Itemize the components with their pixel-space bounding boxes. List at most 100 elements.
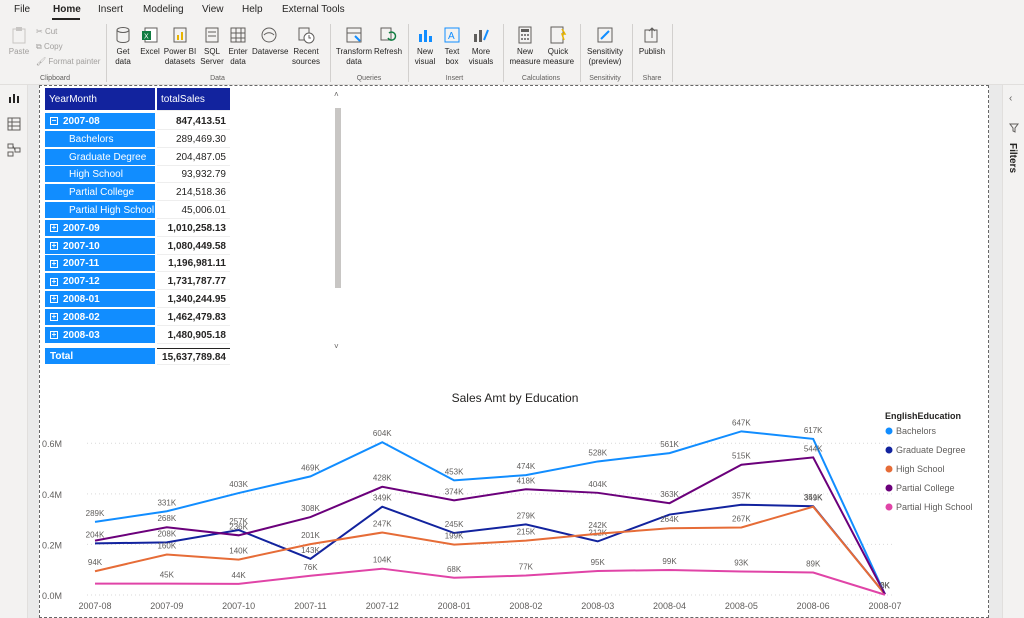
matrix-group-row[interactable]: +2007-10 1,080,449.58	[45, 237, 230, 255]
quick-measure-label: Quick measure	[543, 47, 575, 66]
expand-icon[interactable]: +	[50, 240, 58, 250]
data-label: 94K	[88, 558, 103, 567]
data-label: 351K	[804, 493, 823, 502]
new-visual-button[interactable]: New visual	[412, 26, 438, 67]
recent-sources-button[interactable]: Recent sources	[289, 26, 323, 67]
sensitivity-button[interactable]: Sensitivity (preview)	[585, 26, 625, 67]
data-view-icon[interactable]	[7, 117, 21, 131]
matrix-child-row[interactable]: Graduate Degree 204,487.05	[45, 148, 230, 166]
dataverse-button[interactable]: Dataverse	[252, 26, 288, 57]
column-header-yearmonth[interactable]: YearMonth	[45, 88, 155, 111]
refresh-label: Refresh	[374, 47, 403, 56]
row-label: Partial High School	[69, 205, 155, 216]
menu-insert[interactable]: Insert	[98, 4, 124, 15]
get-data-button[interactable]: Get data	[110, 26, 136, 67]
legend-title: EnglishEducation	[885, 411, 961, 421]
copy-label: Copy	[43, 42, 63, 51]
expand-icon[interactable]: +	[50, 223, 58, 233]
legend-item: Bachelors	[896, 426, 937, 436]
recent-sources-label: Recent sources	[291, 47, 320, 66]
data-label: 208K	[157, 529, 176, 538]
cut-button[interactable]: ✂ Cut	[36, 27, 57, 36]
matrix-child-row[interactable]: Partial College 214,518.36	[45, 184, 230, 202]
matrix-child-row[interactable]: High School 93,932.79	[45, 166, 230, 184]
data-label: 528K	[588, 448, 607, 457]
expand-icon[interactable]: +	[50, 294, 58, 304]
chevron-up-icon[interactable]: ˄	[334, 90, 339, 99]
menu-external-tools[interactable]: External Tools	[282, 4, 345, 15]
row-label-cell: Graduate Degree	[45, 148, 155, 166]
series-line-bachelors	[94, 430, 886, 595]
sql-server-button[interactable]: SQL Server	[200, 26, 224, 67]
more-visuals-button[interactable]: More visuals	[466, 26, 496, 67]
matrix-header-row[interactable]: YearMonth totalSales	[45, 88, 230, 111]
matrix-total-row[interactable]: Total 15,637,789.84	[45, 348, 230, 366]
publish-button[interactable]: Publish	[637, 26, 667, 57]
power-bi-datasets-button[interactable]: Power BI datasets	[163, 26, 197, 67]
bar-chart-icon	[419, 30, 432, 42]
active-tab-indicator	[52, 18, 80, 20]
matrix-group-row[interactable]: +2008-02 1,462,479.83	[45, 308, 230, 326]
excel-button[interactable]: X Excel	[139, 26, 161, 57]
matrix-child-row[interactable]: Bachelors 289,469.30	[45, 130, 230, 148]
new-measure-button[interactable]: New measure	[508, 26, 542, 67]
matrix-visual[interactable]: YearMonth totalSales −2007-08 847,413.51 Bac…	[45, 88, 230, 366]
data-label: 647K	[732, 418, 751, 427]
data-label: 544K	[804, 444, 823, 453]
brush-icon: 🖌	[36, 57, 49, 66]
matrix-group-row[interactable]: +2007-11 1,196,981.11	[45, 255, 230, 273]
expand-icon[interactable]: +	[50, 329, 58, 339]
menu-file[interactable]: File	[14, 4, 31, 15]
format-painter-button[interactable]: 🖌 Format painter	[36, 57, 100, 66]
matrix-group-row[interactable]: +2008-03 1,480,905.18	[45, 326, 230, 344]
matrix-group-row[interactable]: −2007-08 847,413.51	[45, 113, 230, 130]
matrix-group-row[interactable]: +2007-12 1,731,787.77	[45, 273, 230, 291]
text-box-icon: A	[444, 27, 460, 43]
data-label: 268K	[157, 514, 176, 523]
refresh-button[interactable]: Refresh	[374, 26, 402, 57]
scrollbar-thumb[interactable]	[335, 108, 341, 288]
line-chart-visual[interactable]: Sales Amt by Education 0.0M 0.2M 0.4M 0.6M 20…	[40, 385, 995, 615]
excel-label: Excel	[140, 47, 160, 56]
filters-pane-collapsed[interactable]: ‹ Filters	[1002, 85, 1024, 618]
menu-view[interactable]: View	[202, 4, 224, 15]
copy-button[interactable]: ⧉ Copy	[36, 42, 63, 52]
menu-modeling[interactable]: Modeling	[143, 4, 184, 15]
menu-home[interactable]: Home	[53, 4, 81, 15]
chevron-left-icon[interactable]: ‹	[1009, 93, 1013, 104]
legend-item: Partial College	[896, 483, 955, 493]
sensitivity-label: Sensitivity (preview)	[586, 47, 623, 66]
paste-button[interactable]: Paste	[6, 26, 32, 57]
transform-data-button[interactable]: Transform data	[335, 26, 373, 67]
data-label: 95K	[591, 558, 606, 567]
data-label: 160K	[157, 542, 176, 551]
matrix-child-row[interactable]: Partial High School 45,006.01	[45, 202, 230, 219]
expand-icon[interactable]: +	[50, 258, 58, 268]
model-view-icon[interactable]	[7, 143, 21, 157]
expand-icon[interactable]: +	[50, 312, 58, 322]
text-box-button[interactable]: A Text box	[440, 26, 464, 67]
data-label: 331K	[157, 498, 176, 507]
legend-marker	[885, 503, 893, 511]
chevron-down-icon[interactable]: ˅	[334, 342, 339, 351]
matrix-group-row[interactable]: +2007-09 1,010,258.13	[45, 219, 230, 237]
group-separator	[632, 24, 633, 82]
data-label: 99K	[662, 557, 677, 566]
x-tick-label: 2007-11	[294, 601, 326, 611]
data-label: 279K	[517, 511, 536, 520]
report-view-icon[interactable]	[7, 91, 21, 105]
data-label: 257K	[229, 517, 248, 526]
matrix-group-row[interactable]: +2008-01 1,340,244.95	[45, 291, 230, 308]
column-header-totalsales[interactable]: totalSales	[157, 88, 230, 111]
sql-server-label: SQL Server	[200, 47, 224, 66]
row-label-cell: High School	[45, 166, 155, 184]
menu-help[interactable]: Help	[242, 4, 263, 15]
data-label: 199K	[445, 532, 464, 541]
data-label: 474K	[517, 462, 536, 471]
quick-measure-button[interactable]: Quick measure	[543, 26, 575, 67]
enter-data-button[interactable]: Enter data	[226, 26, 250, 67]
expand-icon[interactable]: +	[50, 276, 58, 286]
matrix-scrollbar[interactable]: ˄ ˅	[334, 90, 342, 355]
collapse-icon[interactable]: −	[50, 116, 58, 126]
x-tick-label: 2008-04	[653, 601, 686, 611]
